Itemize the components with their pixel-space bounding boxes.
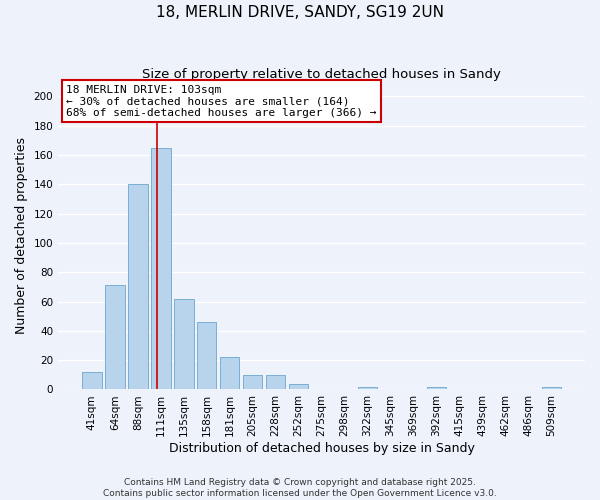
Bar <box>174 298 194 390</box>
Text: 18 MERLIN DRIVE: 103sqm
← 30% of detached houses are smaller (164)
68% of semi-d: 18 MERLIN DRIVE: 103sqm ← 30% of detache… <box>66 84 377 118</box>
X-axis label: Distribution of detached houses by size in Sandy: Distribution of detached houses by size … <box>169 442 475 455</box>
Bar <box>289 384 308 390</box>
Bar <box>105 286 125 390</box>
Text: 18, MERLIN DRIVE, SANDY, SG19 2UN: 18, MERLIN DRIVE, SANDY, SG19 2UN <box>156 5 444 20</box>
Bar <box>82 372 101 390</box>
Text: Contains HM Land Registry data © Crown copyright and database right 2025.
Contai: Contains HM Land Registry data © Crown c… <box>103 478 497 498</box>
Bar <box>542 386 561 390</box>
Bar <box>151 148 170 390</box>
Bar <box>358 386 377 390</box>
Bar <box>197 322 217 390</box>
Bar <box>266 375 286 390</box>
Bar <box>128 184 148 390</box>
Bar <box>220 357 239 390</box>
Y-axis label: Number of detached properties: Number of detached properties <box>15 137 28 334</box>
Title: Size of property relative to detached houses in Sandy: Size of property relative to detached ho… <box>142 68 501 80</box>
Bar <box>243 375 262 390</box>
Bar <box>427 386 446 390</box>
